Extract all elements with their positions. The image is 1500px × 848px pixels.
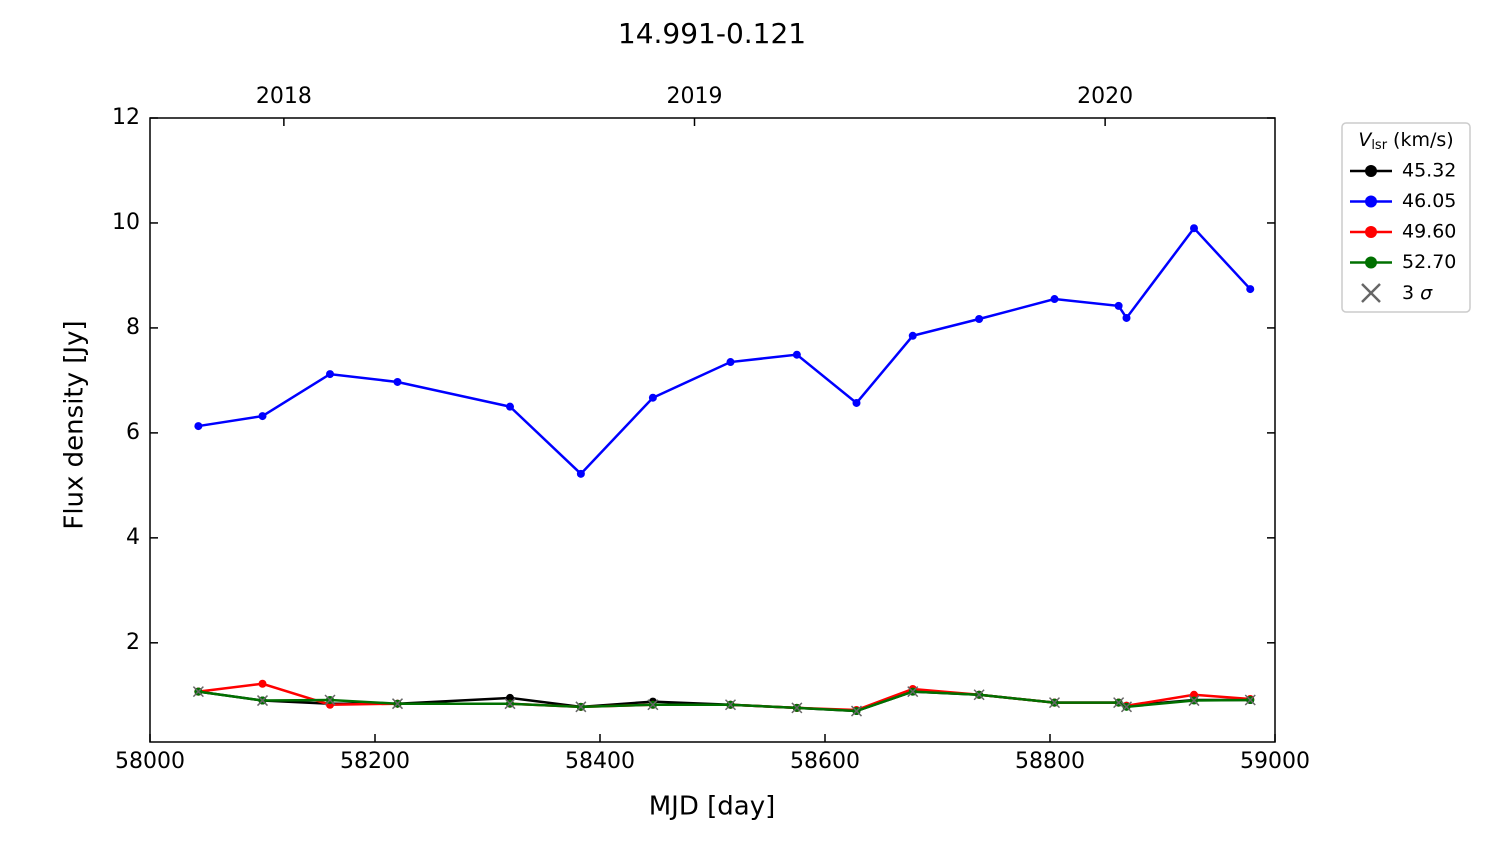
sigma-marker-stroke (850, 705, 863, 717)
data-point (258, 412, 267, 421)
sigma-marker-stroke (1188, 695, 1200, 707)
sigma-marker (1048, 697, 1061, 709)
sigma-marker (256, 695, 269, 707)
data-point (1190, 224, 1198, 233)
sigma-marker (850, 705, 863, 717)
x-tick-label: 59000 (1240, 749, 1310, 774)
sigma-marker (192, 686, 204, 698)
data-point (1050, 295, 1059, 304)
data-point (1190, 690, 1198, 699)
data-point (1122, 313, 1131, 322)
sigma-marker (391, 698, 404, 710)
sigma-marker (724, 699, 737, 711)
plot-frame (149, 117, 1276, 743)
sigma-marker (907, 686, 919, 698)
legend-label: 52.70 (1402, 251, 1456, 273)
data-point (576, 469, 585, 478)
legend-label: 45.32 (1402, 160, 1456, 182)
sigma-marker (647, 699, 659, 711)
x-tick-label: 58800 (1015, 749, 1085, 774)
sigma-marker (575, 701, 587, 713)
sigma-marker (973, 689, 985, 701)
sigma-marker-stroke (391, 698, 404, 710)
x2-tick-label: 2018 (256, 84, 312, 109)
legend-marker (1365, 226, 1377, 238)
data-point (1246, 285, 1255, 294)
legend-sigma-number: 3 (1402, 282, 1414, 304)
sigma-marker-stroke (1048, 697, 1061, 709)
sigma-marker-stroke (192, 686, 204, 698)
legend-title-unit: (km/s) (1393, 129, 1454, 151)
x-axis-label: MJD [day] (649, 792, 776, 822)
sigma-marker-stroke (907, 686, 919, 698)
y-tick-label: 12 (112, 105, 140, 130)
sigma-marker-stroke (1120, 701, 1133, 713)
sigma-marker (1120, 701, 1133, 713)
sigma-marker-stroke (575, 701, 587, 713)
x-tick-label: 58400 (565, 749, 635, 774)
sigma-marker-stroke (973, 689, 985, 701)
data-point (975, 315, 984, 324)
data-point (258, 679, 267, 688)
y-tick-label: 10 (112, 210, 140, 235)
series-line (198, 226, 1252, 476)
data-point (393, 377, 402, 386)
sigma-marker (504, 698, 516, 710)
sigma-marker-stroke (504, 698, 516, 710)
y-tick-label: 6 (126, 420, 140, 445)
sigma-marker-stroke (1244, 694, 1256, 706)
sigma-marker-stroke (647, 699, 659, 711)
legend-label: 46.05 (1402, 190, 1456, 212)
data-point (726, 358, 735, 367)
chart-title: 14.991-0.121 (618, 17, 806, 50)
sigma-marker (324, 694, 336, 706)
data-point (506, 402, 514, 411)
data-point (908, 331, 917, 340)
sigma-marker-stroke (256, 695, 269, 707)
legend-marker (1365, 256, 1377, 269)
legend-sigma-symbol: σ (1420, 282, 1433, 304)
legend-title: Vlsr (km/s) (1358, 129, 1453, 153)
legend-title-symbol: V (1358, 129, 1373, 151)
sigma-marker-stroke (791, 702, 803, 714)
sigma-marker (1188, 695, 1200, 707)
y-tick-label: 8 (126, 315, 140, 340)
sigma-marker (791, 702, 803, 714)
y-tick-label: 4 (126, 525, 140, 550)
data-point (326, 370, 334, 379)
legend-sigma-marker (1361, 283, 1381, 303)
legend-label: 49.60 (1402, 221, 1456, 243)
legend-title-subscript: lsr (1371, 138, 1387, 153)
data-point (1114, 301, 1123, 310)
sigma-marker-stroke (324, 694, 336, 706)
data-point (792, 350, 801, 359)
legend-marker (1365, 165, 1377, 177)
x2-tick-label: 2019 (667, 84, 723, 109)
x-tick-label: 58600 (790, 749, 860, 774)
legend-sigma-marker-stroke (1361, 283, 1381, 303)
sigma-marker (1244, 694, 1256, 706)
y-axis-label: Flux density [Jy] (60, 320, 90, 529)
x-tick-label: 58000 (115, 749, 185, 774)
data-point (506, 693, 514, 702)
sigma-marker-stroke (724, 699, 737, 711)
x-tick-label: 58200 (340, 749, 410, 774)
sigma-marker (1113, 697, 1125, 709)
legend-marker (1365, 195, 1377, 208)
series-line (198, 690, 1251, 713)
series-line (198, 682, 1251, 712)
y-tick-label: 2 (126, 630, 140, 655)
data-point (648, 393, 657, 402)
x2-tick-label: 2020 (1077, 84, 1133, 109)
data-point (194, 422, 203, 431)
data-point (852, 398, 861, 407)
sigma-marker-stroke (1113, 697, 1125, 709)
